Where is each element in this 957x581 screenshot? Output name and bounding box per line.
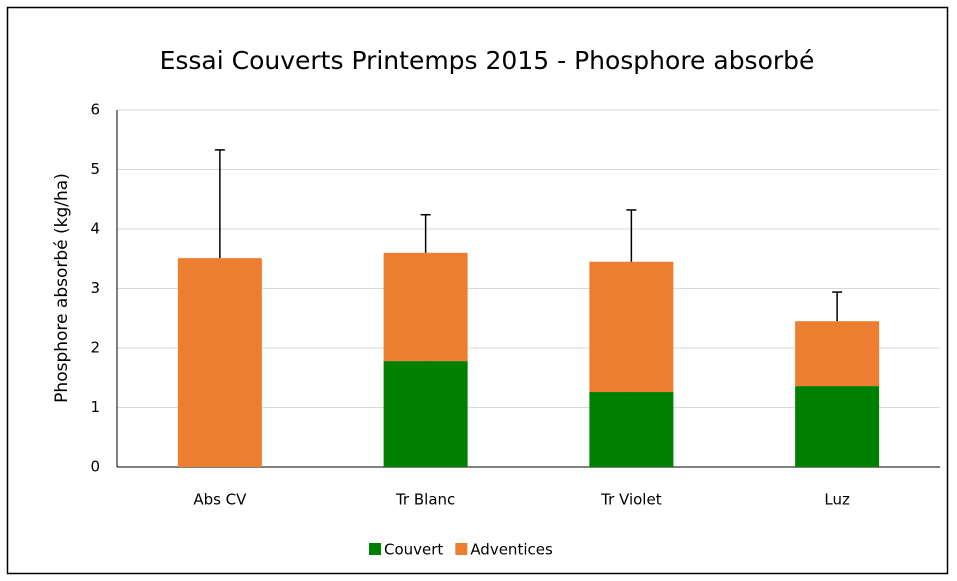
y-tick-label: 1 <box>90 398 100 416</box>
bar-segment <box>383 361 468 467</box>
bar-segment <box>795 386 880 467</box>
y-tick-label: 2 <box>90 339 100 357</box>
y-axis-label: Phosphore absorbé (kg/ha) <box>52 173 72 403</box>
y-tick-label: 0 <box>90 458 100 476</box>
chart-frame <box>6 6 949 575</box>
x-tick-label: Tr Blanc <box>395 491 455 509</box>
bar-segment <box>383 252 468 362</box>
legend-label: Adventices <box>470 541 553 559</box>
bar-segment <box>589 392 674 467</box>
legend-label: Couvert <box>384 541 443 559</box>
bar-segment <box>177 258 262 467</box>
legend-swatch <box>455 543 468 555</box>
y-tick-label: 5 <box>90 160 100 178</box>
chart-title: Essai Couverts Printemps 2015 - Phosphor… <box>160 46 815 75</box>
x-tick-label: Tr Violet <box>600 491 662 509</box>
bar-segment <box>589 261 674 393</box>
legend-swatch <box>369 543 381 555</box>
x-tick-label: Luz <box>824 491 850 509</box>
x-tick-label: Abs CV <box>193 491 247 509</box>
y-tick-label: 4 <box>90 220 100 238</box>
y-tick-label: 6 <box>90 101 100 119</box>
bar-segment <box>795 321 880 387</box>
y-tick-label: 3 <box>90 279 100 297</box>
